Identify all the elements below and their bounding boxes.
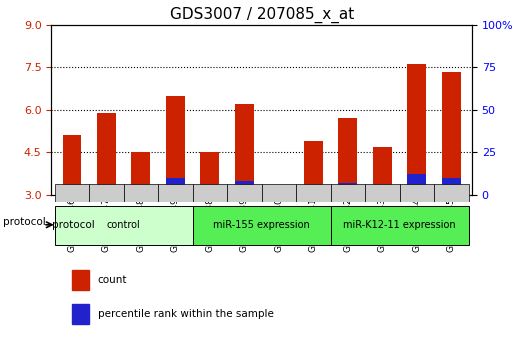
Bar: [373, 184, 392, 195]
FancyBboxPatch shape: [365, 184, 400, 202]
Bar: [201, 188, 220, 195]
Bar: [131, 152, 150, 195]
FancyBboxPatch shape: [193, 206, 330, 246]
Text: percentile rank within the sample: percentile rank within the sample: [97, 309, 273, 319]
Title: GDS3007 / 207085_x_at: GDS3007 / 207085_x_at: [169, 7, 354, 23]
FancyBboxPatch shape: [330, 206, 468, 246]
Bar: [339, 118, 358, 195]
Bar: [97, 113, 116, 195]
FancyBboxPatch shape: [296, 184, 330, 202]
Bar: [269, 192, 288, 195]
FancyBboxPatch shape: [158, 184, 193, 202]
Text: miR-155 expression: miR-155 expression: [213, 220, 310, 230]
FancyBboxPatch shape: [193, 184, 227, 202]
Text: control: control: [107, 220, 141, 230]
Bar: [201, 152, 220, 195]
FancyBboxPatch shape: [227, 184, 262, 202]
Bar: [63, 188, 82, 195]
FancyBboxPatch shape: [55, 206, 193, 246]
Text: protocol: protocol: [52, 220, 95, 230]
Bar: [442, 72, 461, 195]
Text: protocol: protocol: [3, 217, 46, 228]
FancyBboxPatch shape: [124, 184, 158, 202]
Bar: [235, 181, 254, 195]
Text: count: count: [97, 275, 127, 285]
Bar: [339, 183, 358, 195]
Bar: [72, 304, 89, 324]
FancyBboxPatch shape: [89, 184, 124, 202]
Bar: [63, 135, 82, 195]
Bar: [235, 104, 254, 195]
FancyBboxPatch shape: [55, 184, 89, 202]
Bar: [131, 188, 150, 195]
FancyBboxPatch shape: [330, 184, 365, 202]
FancyBboxPatch shape: [400, 184, 434, 202]
Bar: [72, 270, 89, 290]
Bar: [269, 188, 288, 195]
Bar: [166, 178, 185, 195]
Text: miR-K12-11 expression: miR-K12-11 expression: [343, 220, 456, 230]
Bar: [304, 141, 323, 195]
Bar: [373, 147, 392, 195]
Bar: [407, 64, 426, 195]
Bar: [97, 188, 116, 195]
FancyBboxPatch shape: [434, 184, 468, 202]
Bar: [304, 184, 323, 195]
FancyBboxPatch shape: [262, 184, 296, 202]
Bar: [407, 174, 426, 195]
Bar: [166, 96, 185, 195]
Bar: [442, 178, 461, 195]
